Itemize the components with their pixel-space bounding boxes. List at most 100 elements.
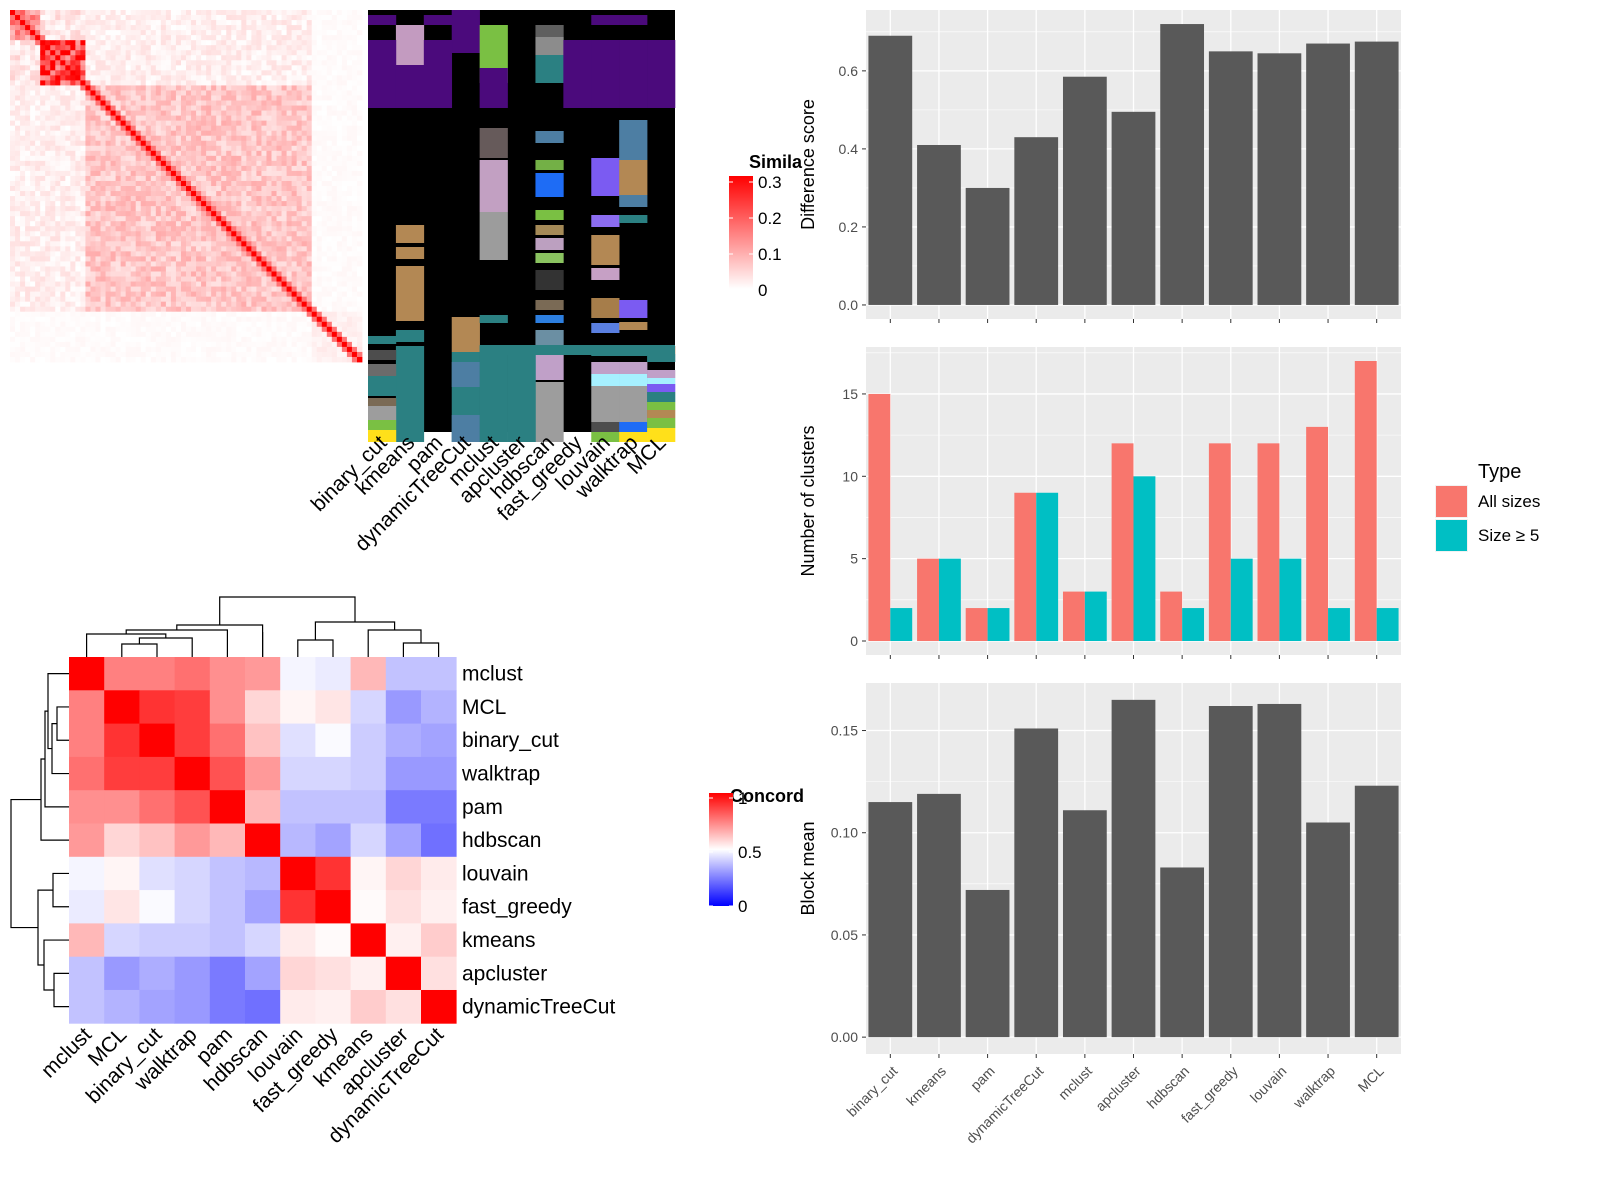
similarity-cell: [45, 100, 51, 106]
similarity-cell: [140, 145, 147, 152]
similarity-cell: [246, 221, 252, 227]
similarity-cell: [110, 186, 116, 192]
similarity-cell: [201, 191, 207, 197]
similarity-cell: [341, 241, 348, 247]
similarity-cell: [175, 196, 182, 202]
similarity-cell: [291, 70, 298, 76]
similarity-cell: [80, 45, 86, 51]
similarity-cell: [70, 311, 76, 318]
similarity-cell: [201, 251, 207, 257]
similarity-cell: [105, 150, 111, 157]
similarity-cell: [321, 140, 328, 147]
similarity-cell: [241, 180, 247, 187]
similarity-cell: [331, 25, 338, 31]
similarity-cell: [196, 120, 202, 127]
similarity-cell: [196, 286, 202, 292]
similarity-cell: [346, 306, 353, 313]
similarity-cell: [125, 120, 132, 127]
similarity-cell: [236, 145, 242, 152]
similarity-cell: [221, 30, 227, 36]
similarity-cell: [70, 256, 76, 262]
similarity-cell: [346, 186, 353, 192]
similarity-cell: [356, 30, 363, 36]
similarity-cell: [201, 40, 207, 46]
similarity-cell: [125, 60, 132, 66]
similarity-cell: [165, 196, 172, 202]
similarity-cell: [266, 125, 272, 132]
similarity-cell: [150, 241, 157, 247]
similarity-cell: [150, 70, 157, 76]
similarity-cell: [35, 246, 41, 252]
similarity-cell: [341, 115, 348, 122]
similarity-cell: [196, 321, 202, 328]
similarity-cell: [100, 70, 106, 76]
similarity-cell: [321, 311, 328, 318]
similarity-cell: [75, 266, 81, 272]
similarity-cell: [175, 351, 182, 358]
similarity-cell: [356, 125, 363, 132]
similarity-cell: [201, 70, 207, 76]
similarity-cell: [60, 231, 66, 237]
similarity-cell: [336, 336, 343, 343]
similarity-cell: [251, 251, 257, 257]
similarity-cell: [45, 10, 51, 16]
similarity-cell: [150, 281, 157, 287]
similarity-cell: [75, 130, 81, 137]
similarity-cell: [15, 336, 21, 343]
similarity-cell: [271, 30, 277, 36]
similarity-cell: [231, 196, 237, 202]
similarity-cell: [140, 35, 147, 41]
annotation-block: [535, 210, 564, 220]
similarity-cell: [326, 186, 333, 192]
similarity-cell: [80, 231, 86, 237]
similarity-cell: [170, 301, 177, 308]
similarity-cell: [211, 236, 217, 242]
similarity-cell: [231, 336, 237, 343]
similarity-cell: [296, 246, 303, 252]
similarity-cell: [271, 150, 277, 157]
annotation-block: [619, 374, 648, 386]
similarity-cell: [291, 10, 298, 16]
similarity-cell: [191, 286, 197, 292]
similarity-cell: [251, 196, 257, 202]
similarity-cell: [266, 301, 272, 308]
similarity-cell: [120, 201, 127, 207]
similarity-cell: [331, 311, 338, 318]
similarity-cell: [60, 105, 66, 111]
similarity-cell: [321, 175, 328, 182]
similarity-cell: [45, 276, 51, 282]
similarity-cell: [150, 15, 157, 21]
similarity-cell: [100, 256, 106, 262]
similarity-cell: [301, 201, 308, 207]
similarity-cell: [251, 216, 257, 222]
similarity-cell: [251, 70, 257, 76]
similarity-cell: [55, 10, 61, 16]
similarity-cell: [216, 55, 222, 61]
similarity-cell: [165, 316, 172, 323]
similarity-cell: [10, 20, 16, 26]
similarity-cell: [251, 35, 257, 41]
similarity-cell: [226, 105, 232, 111]
similarity-cell: [346, 296, 353, 303]
similarity-cell: [40, 165, 46, 172]
similarity-cell: [140, 351, 147, 358]
annotation-block: [395, 247, 425, 259]
similarity-cell: [160, 75, 167, 81]
similarity-cell: [201, 115, 207, 122]
similarity-cell: [25, 231, 31, 237]
similarity-cell: [186, 180, 192, 187]
similarity-cell: [311, 256, 318, 262]
similarity-cell: [165, 246, 172, 252]
similarity-cell: [95, 10, 101, 16]
similarity-cell: [331, 241, 338, 247]
similarity-cell: [196, 201, 202, 207]
similarity-cell: [85, 45, 91, 51]
similarity-cell: [45, 15, 51, 21]
similarity-cell: [311, 140, 318, 147]
similarity-cell: [236, 160, 242, 167]
similarity-cell: [261, 170, 267, 177]
similarity-cell: [296, 261, 303, 267]
similarity-cell: [351, 100, 358, 106]
similarity-cell: [130, 30, 137, 36]
similarity-cell: [50, 115, 56, 122]
